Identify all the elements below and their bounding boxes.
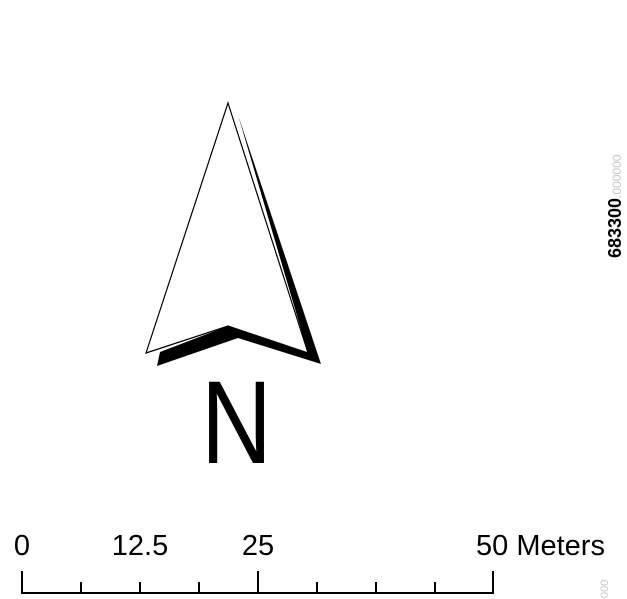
north-arrow: N	[145, 101, 321, 489]
scale-label: 12.5	[112, 530, 168, 562]
scale-label: 50 Meters	[476, 530, 605, 562]
coordinate-main: 683300	[605, 198, 625, 258]
edge-label: 000	[599, 580, 611, 598]
coordinate-label: 683300.000000	[605, 154, 625, 258]
scale-bar: 0 12.5 25 50 Meters	[14, 530, 605, 594]
arrow-head	[145, 101, 309, 354]
scale-label: 25	[242, 530, 274, 562]
scale-ticks	[21, 571, 494, 594]
north-label: N	[201, 357, 272, 489]
coordinate-decimals: .000000	[610, 154, 624, 198]
scale-label: 0	[14, 530, 30, 562]
